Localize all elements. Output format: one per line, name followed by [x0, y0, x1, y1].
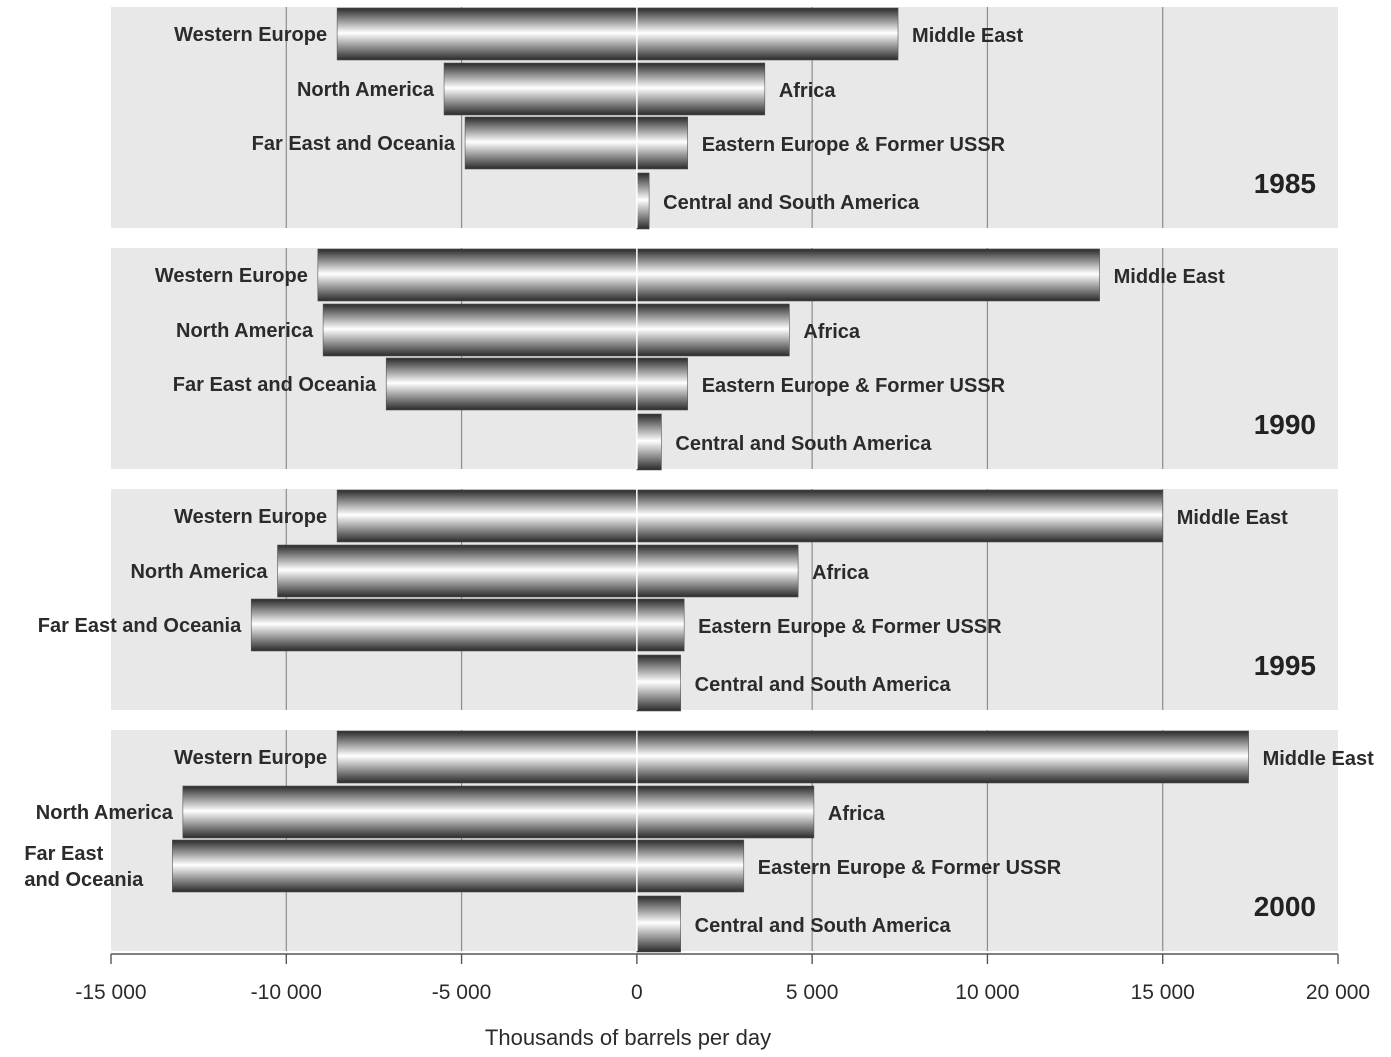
bar-2000-far-east-and-oceania: [172, 839, 638, 893]
label-1990-western-europe: Western Europe: [155, 265, 308, 287]
x-axis-title: Thousands of barrels per day: [485, 1025, 771, 1050]
year-label-1990: 1990: [1254, 409, 1316, 440]
label-2000-middle-east: Middle East: [1263, 748, 1374, 770]
year-label-2000: 2000: [1254, 891, 1316, 922]
label-2000-eastern-europe-former-ussr: Eastern Europe & Former USSR: [758, 857, 1062, 879]
label-line-0: Far East and Oceania: [38, 615, 242, 637]
x-tick-label-1: -10 000: [251, 981, 322, 1004]
label-line-0: Western Europe: [155, 265, 308, 287]
x-tick-label-7: 20 000: [1306, 981, 1370, 1004]
bar-1995-central-and-south-america: [636, 654, 681, 712]
bar-1990-central-and-south-america: [636, 413, 662, 471]
label-1985-middle-east: Middle East: [912, 25, 1023, 47]
bar-2000-north-america: [182, 785, 638, 839]
label-1990-middle-east: Middle East: [1114, 266, 1225, 288]
label-2000-western-europe: Western Europe: [174, 747, 327, 769]
label-2000-africa: Africa: [828, 803, 886, 825]
label-1985-western-europe: Western Europe: [174, 24, 327, 46]
label-line-0: Western Europe: [174, 747, 327, 769]
bar-2000-africa: [636, 785, 815, 839]
label-line-0: Far East and Oceania: [252, 133, 456, 155]
label-line-0: Far East: [24, 843, 103, 865]
year-label-1995: 1995: [1254, 650, 1316, 681]
bar-1995-north-america: [277, 544, 638, 598]
label-1995-eastern-europe-former-ussr: Eastern Europe & Former USSR: [698, 616, 1002, 638]
bar-2000-middle-east: [636, 730, 1249, 784]
label-2000-central-and-south-america: Central and South America: [695, 915, 952, 937]
label-1985-north-america: North America: [297, 79, 435, 101]
label-line-0: North America: [130, 561, 268, 583]
bar-1985-africa: [636, 62, 766, 116]
x-tick-label-6: 15 000: [1131, 981, 1195, 1004]
bar-1990-middle-east: [636, 248, 1100, 302]
bar-1990-africa: [636, 303, 790, 357]
x-tick-label-5: 10 000: [955, 981, 1019, 1004]
label-1995-middle-east: Middle East: [1177, 507, 1288, 529]
label-1995-africa: Africa: [812, 562, 870, 584]
label-line-0: North America: [176, 320, 314, 342]
label-1985-eastern-europe-former-ussr: Eastern Europe & Former USSR: [702, 134, 1006, 156]
label-1990-far-east-and-oceania: Far East and Oceania: [173, 374, 377, 396]
label-line-0: Western Europe: [174, 24, 327, 46]
bar-2000-central-and-south-america: [636, 895, 681, 953]
bar-1985-far-east-and-oceania: [464, 116, 638, 170]
label-2000-north-america: North America: [36, 802, 174, 824]
bar-1995-middle-east: [636, 489, 1164, 543]
label-1990-central-and-south-america: Central and South America: [675, 433, 932, 455]
label-line-1: and Oceania: [24, 869, 144, 891]
x-tick-label-2: -5 000: [432, 981, 492, 1004]
bar-1995-africa: [636, 544, 799, 598]
label-2000-far-east-and-oceania: Far East and Oceania: [24, 843, 144, 891]
bar-1990-eastern-europe-former-ussr: [636, 357, 688, 411]
x-tick-label-3: 0: [631, 981, 643, 1004]
bar-1985-central-and-south-america: [636, 172, 650, 230]
bar-1985-eastern-europe-former-ussr: [636, 116, 688, 170]
label-1990-africa: Africa: [803, 321, 861, 343]
bar-2000-eastern-europe-former-ussr: [636, 839, 745, 893]
label-1995-far-east-and-oceania: Far East and Oceania: [38, 615, 242, 637]
bar-1995-eastern-europe-former-ussr: [636, 598, 685, 652]
bar-1985-middle-east: [636, 7, 899, 61]
year-label-1985: 1985: [1254, 168, 1316, 199]
bar-1990-far-east-and-oceania: [385, 357, 638, 411]
bar-1990-north-america: [322, 303, 638, 357]
label-1985-africa: Africa: [779, 80, 837, 102]
label-1990-eastern-europe-former-ussr: Eastern Europe & Former USSR: [702, 375, 1006, 397]
label-1985-central-and-south-america: Central and South America: [663, 192, 920, 214]
label-line-0: North America: [297, 79, 435, 101]
label-line-0: Far East and Oceania: [173, 374, 377, 396]
x-tick-label-0: -15 000: [75, 981, 146, 1004]
label-1995-central-and-south-america: Central and South America: [695, 674, 952, 696]
label-line-0: Western Europe: [174, 506, 327, 528]
bar-2000-western-europe: [336, 730, 638, 784]
label-1990-north-america: North America: [176, 320, 314, 342]
bar-1985-north-america: [443, 62, 638, 116]
label-line-0: North America: [36, 802, 174, 824]
bar-1995-western-europe: [336, 489, 638, 543]
label-1995-western-europe: Western Europe: [174, 506, 327, 528]
bar-1990-western-europe: [317, 248, 638, 302]
label-1995-north-america: North America: [130, 561, 268, 583]
bar-1995-far-east-and-oceania: [250, 598, 638, 652]
label-1985-far-east-and-oceania: Far East and Oceania: [252, 133, 456, 155]
bar-1985-western-europe: [336, 7, 638, 61]
x-tick-label-4: 5 000: [786, 981, 839, 1004]
